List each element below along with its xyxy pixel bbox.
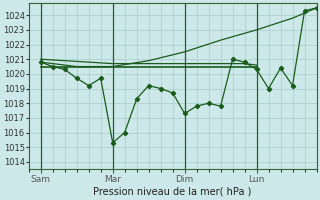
- X-axis label: Pression niveau de la mer( hPa ): Pression niveau de la mer( hPa ): [93, 187, 252, 197]
